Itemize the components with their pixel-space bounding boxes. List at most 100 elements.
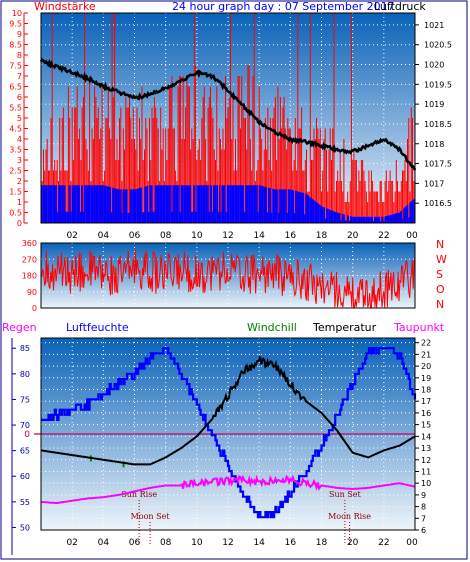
temperature-tick-label: 11 [421,467,431,476]
wind-tick-label: 3.5 [9,146,22,155]
time-tick-label: 16 [285,231,297,241]
humidity-tick-label: 85 [20,344,30,353]
temperature-tick-label: 20 [421,362,431,371]
pressure-y-axis: 1016.5 1017 1017.5 1018 1018.5 1019 1019.5 1020… [415,21,452,208]
wind-tick-label: 9.5 [9,20,22,29]
temperature-tick-label: 17 [421,397,431,406]
temperature-tick-label: 12 [421,456,431,465]
time-tick-label: 00 [406,231,418,241]
time-tick-label: 08 [160,231,172,241]
pressure-tick-label: 1016.5 [424,199,452,208]
wind-tick-label: 5 [17,114,22,123]
temperature-tick-label: 7 [421,514,426,523]
pressure-tick-label: 1018 [424,140,444,149]
humidity-tick-label: 50 [20,523,30,532]
temperature-tick-label: 16 [421,409,431,418]
humidity-series [41,347,417,519]
temperature-tick-label: 13 [421,444,431,453]
temperature-tick-label: 19 [421,374,431,383]
time-tick-label: 04 [98,538,110,548]
compass-label: N [436,298,444,311]
humidity-tick-label: 75 [20,395,30,404]
wind-tick-label: 9 [17,30,22,39]
humidity-tick-label: 60 [20,472,30,481]
humidity-tick-label: 55 [20,498,30,507]
wind-direction-series [40,249,416,309]
legend-windchill: Windchill [247,321,297,334]
legend-temperatur: Temperatur [312,321,377,334]
wind-tick-label: 8 [17,51,22,60]
time-tick-label: 12 [222,538,233,548]
sun-rise-annotation: Sun Rise [121,490,157,499]
temperature-tick-label: 22 [421,339,431,348]
time-tick-label: 14 [253,538,265,548]
wind-tick-label: 4 [17,135,22,144]
pressure-tick-label: 1020.5 [424,41,452,50]
wind-tick-label: 10 [12,9,22,18]
time-x-axis-bottom: 02 04 06 08 10 12 14 16 18 20 22 00 [66,538,418,548]
temperature-tick-label: 9 [421,491,426,500]
astro-annotations: Sun Rise Moon Set Sun Set Moon Rise [121,490,371,544]
wind-tick-label: 2 [17,177,22,186]
wind-tick-label: 0 [17,219,22,228]
direction-degree-axis: 0 90 180 270 360 [22,239,37,313]
moon-set-annotation: Moon Set [131,512,171,521]
temperature-series [34,347,417,519]
moon-rise-annotation: Moon Rise [328,512,371,521]
time-tick-label: 08 [160,538,172,548]
wind-tick-label: 6.5 [9,83,22,92]
time-tick-label: 20 [347,538,359,548]
temperature-tick-label: 10 [421,479,431,488]
temperature-tick-label: 8 [421,503,426,512]
time-tick-label: 18 [316,231,328,241]
wind-tick-label: 7.5 [9,62,22,71]
sun-set-annotation: Sun Set [329,490,362,499]
time-tick-label: 12 [222,231,233,241]
wind-tick-label: 4.5 [9,125,22,134]
time-tick-label: 18 [316,538,328,548]
temperature-series [40,356,416,466]
wind-direction-frame [40,242,416,309]
legend-regen: Regen [2,321,37,334]
time-tick-label: 10 [191,538,203,548]
time-tick-label: 16 [285,538,297,548]
time-x-axis: 02 04 06 08 10 12 14 16 18 20 22 00 [66,231,418,241]
dewpoint-series [40,474,416,504]
temperature-tick-label: 14 [421,432,431,441]
time-tick-label: 22 [378,231,389,241]
wind-tick-label: 8.5 [9,41,22,50]
wind-tick-label: 2.5 [9,167,22,176]
wind-tick-label: 0.5 [9,209,22,218]
pressure-tick-label: 1018.5 [424,120,452,129]
pressure-tick-label: 1017 [424,179,444,188]
humidity-tick-label: 80 [20,370,30,379]
wind-tick-label: 6 [17,93,22,102]
wind-tick-label: 1 [17,198,22,207]
pressure-tick-label: 1021 [424,21,444,30]
time-tick-label: 22 [378,538,389,548]
temperature-tick-label: 21 [421,350,431,359]
direction-tick-label: 360 [22,239,37,248]
compass-label: O [436,283,445,296]
direction-tick-label: 90 [27,288,37,297]
pressure-tick-label: 1017.5 [424,160,452,169]
chart-title: 24 hour graph day : 07 September 2017 [172,0,395,13]
direction-tick-label: 0 [32,304,37,313]
pressure-tick-label: 1020 [424,61,444,70]
humidity-tick-label: 65 [20,447,30,456]
temperature-frame [40,337,416,531]
pressure-tick-label: 1019 [424,100,444,109]
wind-tick-label: 7 [17,72,22,81]
direction-tick-label: 180 [22,272,37,281]
time-tick-label: 10 [191,231,203,241]
time-tick-label: 00 [406,538,418,548]
time-tick-label: 02 [66,538,77,548]
humidity-tick-label: 70 [20,421,30,430]
temperature-tick-label: 6 [421,526,426,535]
legend-luftfeuchte: Luftfeuchte [66,321,129,334]
compass-label: N [436,238,444,251]
compass-label: W [436,253,447,266]
